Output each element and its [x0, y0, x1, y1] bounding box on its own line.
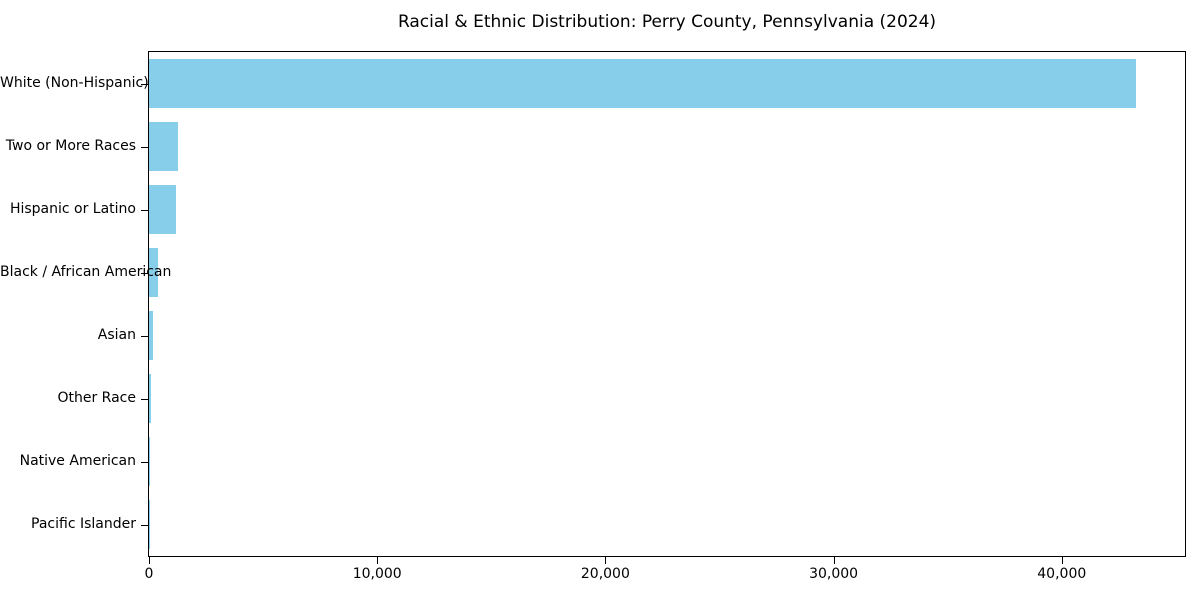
y-tick-mark	[141, 83, 148, 85]
y-tick-label: Pacific Islander	[31, 515, 136, 532]
y-tick-label: Two or More Races	[5, 137, 136, 154]
chart-title: Racial & Ethnic Distribution: Perry Coun…	[397, 12, 937, 32]
x-tick-mark	[149, 557, 150, 564]
y-tick-label: Black / African American	[0, 263, 172, 280]
x-tick-label: 0	[144, 566, 154, 582]
bar	[149, 374, 151, 423]
x-tick-label: 40,000	[1037, 566, 1087, 582]
y-tick-label: Native American	[19, 452, 136, 469]
bar	[149, 185, 176, 234]
x-tick-label: 10,000	[352, 566, 402, 582]
bar	[149, 311, 153, 360]
x-tick-mark	[833, 557, 835, 564]
bar	[149, 59, 1136, 108]
bar	[149, 437, 151, 486]
y-tick-mark	[141, 461, 148, 463]
y-tick-mark	[141, 335, 148, 337]
x-tick-label: 20,000	[580, 566, 630, 582]
y-tick-mark	[141, 209, 148, 211]
y-tick-mark	[141, 146, 148, 148]
bar	[149, 122, 178, 171]
x-tick-mark	[377, 557, 379, 564]
y-tick-label: Other Race	[57, 389, 136, 406]
y-tick-mark	[141, 398, 148, 400]
y-tick-label: White (Non-Hispanic)	[0, 74, 149, 91]
x-tick-label: 30,000	[809, 566, 859, 582]
y-tick-mark	[141, 524, 148, 526]
plot-area	[148, 51, 1186, 557]
y-tick-label: Asian	[97, 326, 136, 343]
bar	[149, 248, 159, 297]
y-tick-label: Hispanic or Latino	[9, 200, 136, 217]
x-tick-mark	[1061, 557, 1063, 564]
x-tick-mark	[605, 557, 607, 564]
y-tick-mark	[141, 272, 148, 274]
